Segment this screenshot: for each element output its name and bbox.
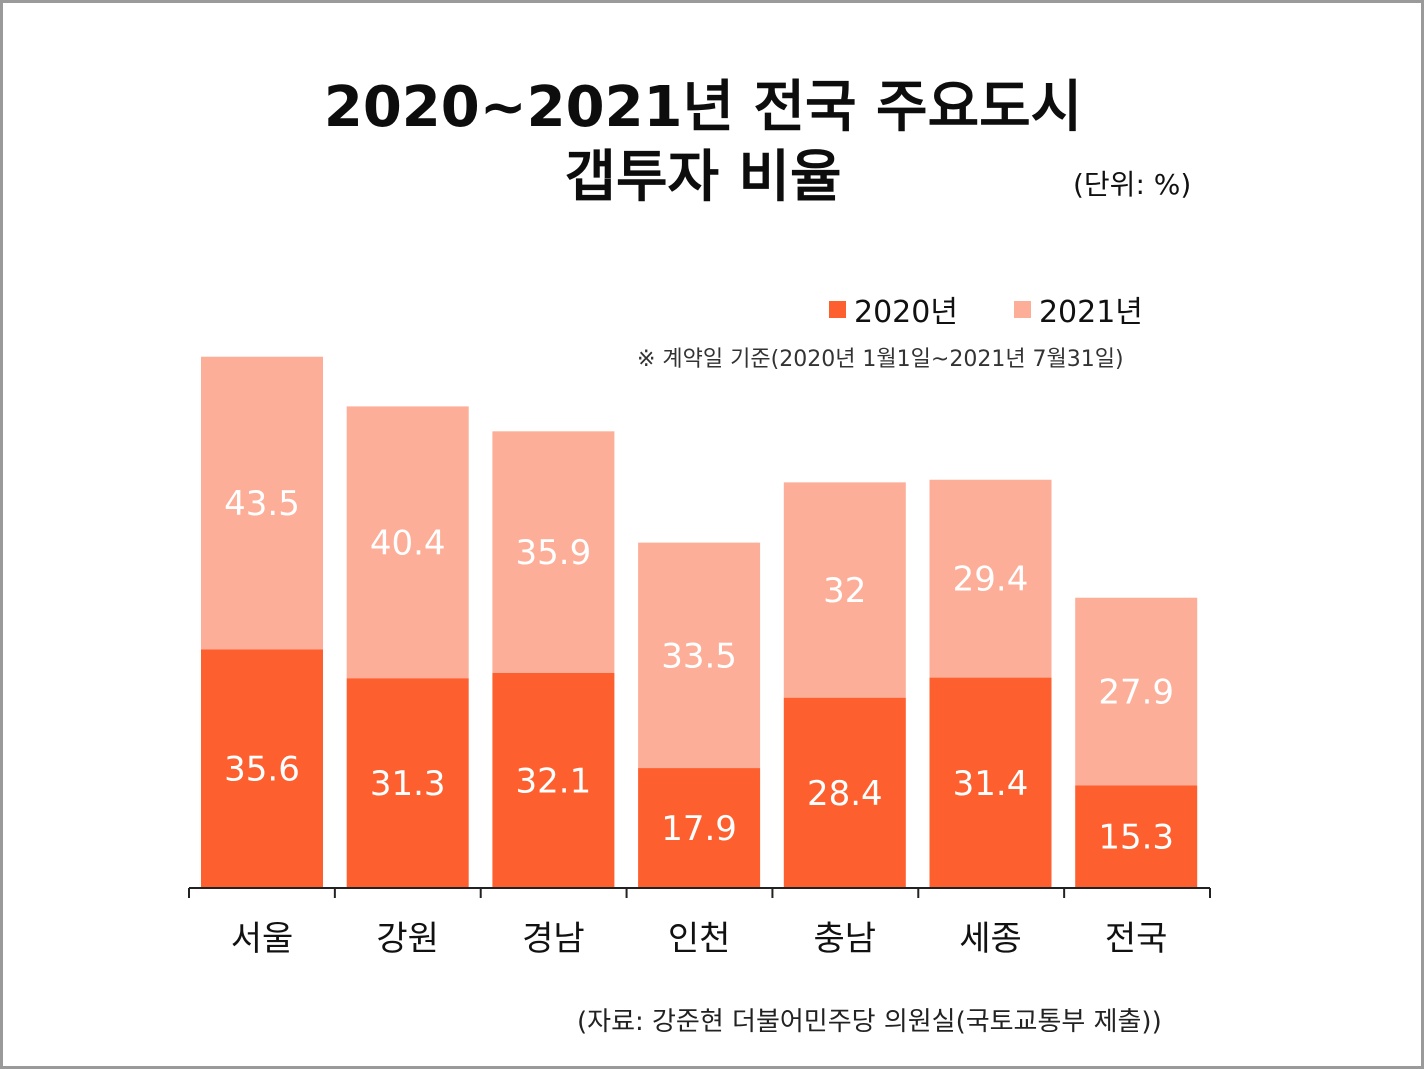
bar-2021-5 [929, 479, 1052, 678]
data-label-2020-0: 35.6 [224, 750, 300, 790]
source-note: (자료: 강준현 더불어민주당 의원실(국토교통부 제출)) [577, 1007, 1162, 1037]
data-label-2020-6: 15.3 [1098, 818, 1174, 858]
x-tick-label-5: 세종 [959, 919, 1022, 959]
legend-item-2020: 2020년 [829, 287, 958, 331]
bar-chart: 43.5 35.6 서울 40.4 31.3 강원 35.9 32.1 경남 33.5 17.9 인천… [188, 356, 1211, 959]
date-range-note: ※ 계약일 기준(2020년 1월1일~2021년 7월31일) [637, 347, 1124, 372]
data-label-2020-5: 31.4 [953, 764, 1029, 804]
data-label-2020-3: 17.9 [661, 809, 737, 849]
legend-swatch-2021 [1013, 300, 1031, 318]
bar-2021-3 [638, 542, 761, 769]
data-label-2021-0: 43.5 [224, 484, 300, 524]
bar-2020-2 [492, 672, 615, 888]
bar-2020-5 [929, 677, 1052, 888]
data-label-2020-4: 28.4 [807, 774, 883, 814]
bar-2020-0 [201, 649, 323, 888]
legend-swatch-2020 [829, 300, 846, 318]
data-label-2021-5: 29.4 [953, 560, 1029, 600]
x-tick-label-0: 서울 [231, 919, 294, 959]
legend: 2020년 2021년 [829, 287, 1199, 331]
unit-label: (단위: %) [1073, 168, 1192, 201]
x-tick-label-1: 강원 [376, 919, 439, 959]
data-label-2021-2: 35.9 [516, 533, 592, 573]
x-tick-label-6: 전국 [1105, 919, 1168, 959]
data-label-2021-6: 27.9 [1098, 673, 1174, 713]
bar-2020-3 [638, 768, 761, 888]
chart-title-line-2: 갭투자 비율 [564, 145, 842, 210]
bar-2020-4 [783, 697, 906, 888]
data-label-2021-4: 32 [823, 571, 866, 611]
bar-2021-4 [783, 482, 906, 698]
data-label-2020-1: 31.3 [370, 764, 446, 804]
data-label-2021-1: 40.4 [370, 523, 446, 563]
x-tick-label-3: 인천 [668, 919, 731, 959]
chart-title-line-1: 2020~2021년 전국 주요도시 [323, 75, 1083, 140]
legend-label-2020: 2020년 [854, 295, 958, 330]
bar-2021-0 [201, 356, 323, 650]
legend-item-2021: 2021년 [1013, 287, 1143, 331]
bar-2021-2 [492, 431, 615, 673]
bar-2021-1 [346, 406, 469, 679]
bar-2021-6 [1075, 597, 1198, 786]
bar-2020-1 [346, 678, 469, 888]
x-tick-label-4: 충남 [814, 919, 877, 959]
legend-label-2021: 2021년 [1038, 295, 1143, 330]
x-tick-label-2: 경남 [522, 919, 585, 959]
data-label-2021-3: 33.5 [661, 636, 737, 676]
data-label-2020-2: 32.1 [516, 761, 592, 801]
bar-2020-6 [1075, 785, 1198, 888]
